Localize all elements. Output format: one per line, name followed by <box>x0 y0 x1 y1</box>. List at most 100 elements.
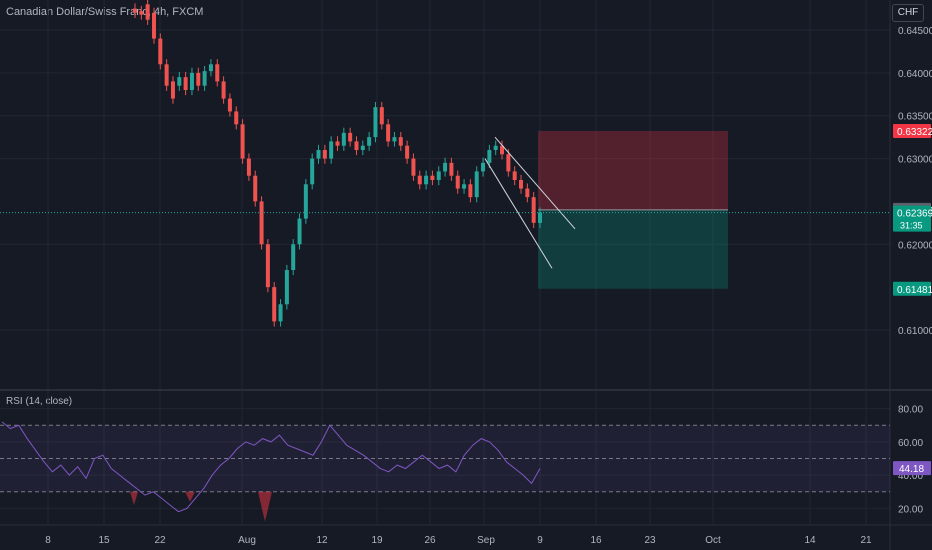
candle-body <box>253 175 258 202</box>
price-label-text: 0.62369 <box>897 209 932 220</box>
time-tick-label: 12 <box>316 535 328 546</box>
candle-body <box>202 71 207 86</box>
candle-body <box>455 175 460 189</box>
candle-body <box>329 141 334 159</box>
candle-body <box>196 72 201 86</box>
candle-body <box>310 158 315 185</box>
candle-body <box>398 137 403 146</box>
rsi-oversold-fill <box>258 491 272 522</box>
candle-body <box>234 111 239 125</box>
candle-body <box>405 145 410 159</box>
price-tick-label: 0.64500 <box>898 26 932 37</box>
candle-body <box>278 304 283 322</box>
candle-body <box>449 162 454 176</box>
candle-body <box>183 77 188 90</box>
rsi-value-box <box>893 461 931 476</box>
time-tick-label: 21 <box>860 535 872 546</box>
time-tick-label: Oct <box>705 535 721 546</box>
candle-body <box>506 154 511 172</box>
price-tick-label: 0.63500 <box>898 112 932 123</box>
time-tick-label: 16 <box>590 535 602 546</box>
candle-body <box>259 201 264 245</box>
countdown-label: 31:35 <box>900 221 923 231</box>
stop-loss-zone <box>538 130 728 210</box>
time-tick-label: 8 <box>45 535 51 546</box>
time-tick-label: 9 <box>537 535 543 546</box>
candle-body <box>208 64 213 72</box>
price-label-box <box>893 205 931 232</box>
time-tick-label: Sep <box>477 535 495 546</box>
time-tick-label: 15 <box>98 535 110 546</box>
candle-body <box>474 171 479 198</box>
candle-body <box>265 244 270 288</box>
candle-body <box>341 132 346 146</box>
candle-body <box>297 218 302 245</box>
candle-body <box>525 188 530 198</box>
candle-body <box>170 81 175 99</box>
candle-body <box>481 162 486 172</box>
candle-body <box>246 158 251 176</box>
candle-body <box>367 137 372 146</box>
candle-body <box>303 184 308 219</box>
candle-body <box>133 8 137 13</box>
candle-body <box>538 212 542 223</box>
price-label-box <box>893 123 931 138</box>
candle-body <box>221 81 226 99</box>
candle-body <box>531 197 536 223</box>
candle-body <box>360 145 365 150</box>
candle-body <box>436 171 441 180</box>
price-tick-label: 0.62000 <box>898 240 932 251</box>
time-tick-label: 19 <box>371 535 383 546</box>
candle-body <box>411 158 416 176</box>
rsi-tick-label: 60.00 <box>898 438 923 449</box>
candle-body <box>512 171 517 180</box>
price-label-text: 0.63322 <box>897 127 932 138</box>
candle-body <box>379 107 384 125</box>
candle-body <box>215 64 220 82</box>
candle-body <box>164 64 169 86</box>
time-tick-label: 22 <box>154 535 166 546</box>
price-label-text: 0.61481 <box>897 285 932 296</box>
candle-body <box>386 124 391 142</box>
time-tick-label: 26 <box>424 535 436 546</box>
take-profit-zone <box>538 209 728 289</box>
candle-body <box>316 150 321 159</box>
time-tick-label: 14 <box>804 535 816 546</box>
candle-body <box>139 11 144 15</box>
candle-body <box>417 175 422 185</box>
candle-body <box>462 184 467 189</box>
candle-body <box>189 72 194 90</box>
rsi-line <box>1 421 541 513</box>
candle-body <box>354 141 359 150</box>
candle-body <box>430 175 435 180</box>
candle-body <box>519 180 524 189</box>
candle-body <box>272 287 277 322</box>
candle-body <box>373 107 378 138</box>
candle-body <box>151 12 156 39</box>
candle-body <box>284 270 289 305</box>
rsi-title: RSI (14, close) <box>6 396 73 407</box>
currency-button[interactable]: CHF <box>892 4 924 22</box>
price-tick-label: 0.63000 <box>898 155 932 166</box>
candle-body <box>227 98 232 112</box>
price-tick-label: 0.61000 <box>898 326 932 337</box>
candle-body <box>443 162 448 172</box>
channel-upper-line <box>494 136 576 230</box>
time-tick-label: 23 <box>644 535 656 546</box>
rsi-oversold-fill <box>185 491 195 502</box>
candle-body <box>392 137 397 142</box>
rsi-tick-label: 80.00 <box>898 405 923 416</box>
rsi-value-label: 44.18 <box>899 464 924 475</box>
channel-lower-line <box>484 158 553 269</box>
candle-body <box>145 4 150 20</box>
candle-body <box>487 150 492 163</box>
candle-body <box>348 132 353 142</box>
candle-body <box>424 175 429 185</box>
candle-body <box>177 77 182 86</box>
candle-body <box>322 150 327 159</box>
candle-body <box>500 145 505 155</box>
rsi-tick-label: 20.00 <box>898 504 923 515</box>
candle-body <box>335 141 340 146</box>
price-label-box <box>893 281 931 296</box>
